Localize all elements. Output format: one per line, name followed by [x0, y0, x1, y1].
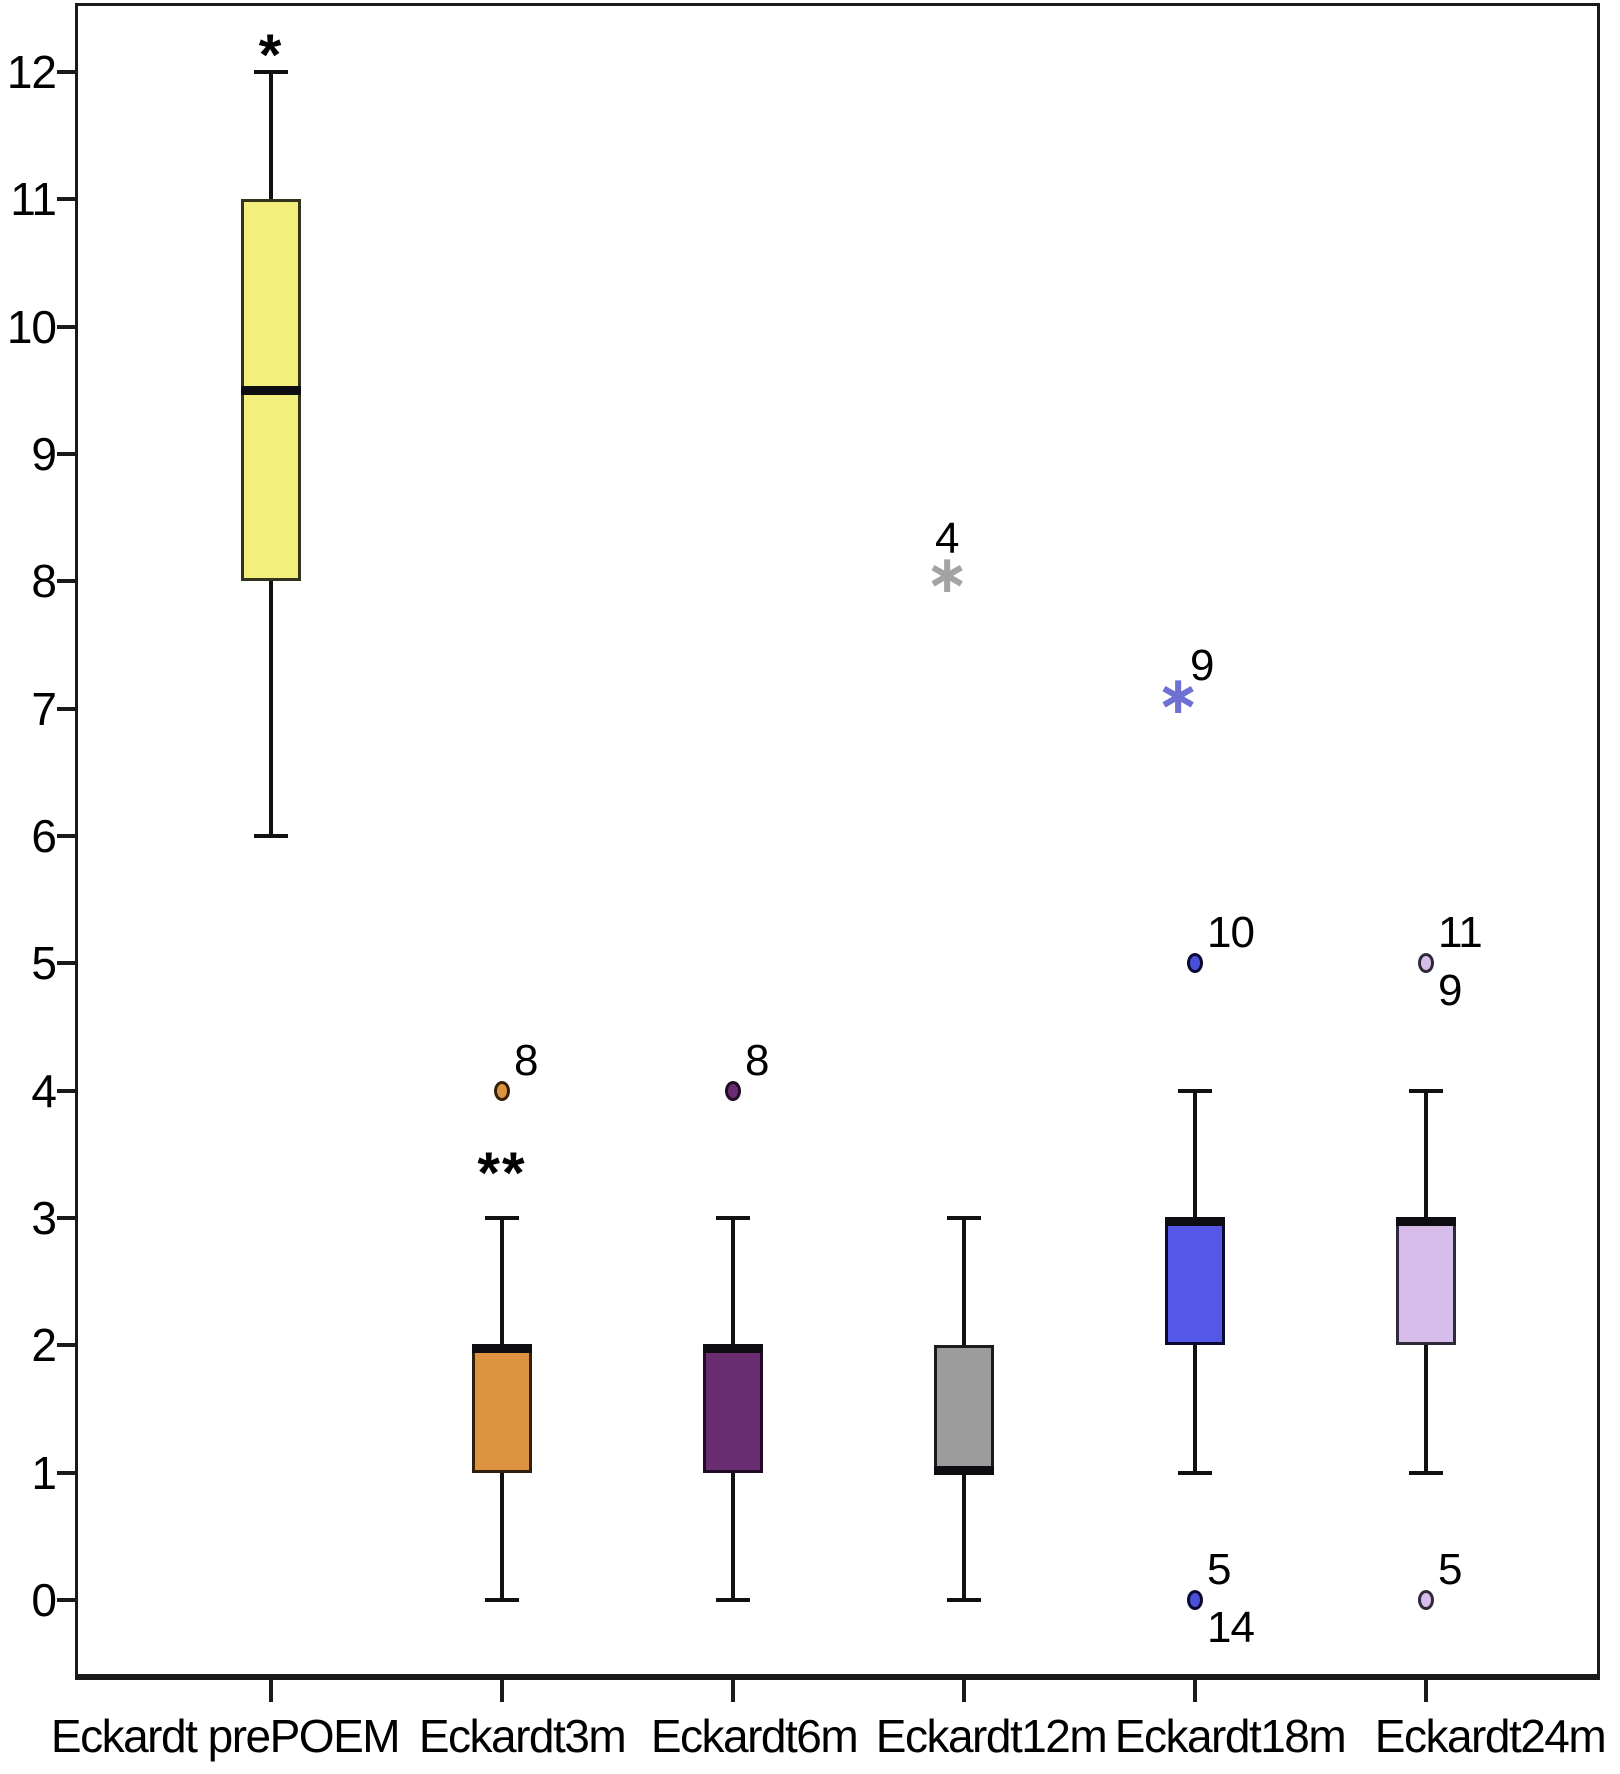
x-axis-tick	[1424, 1680, 1428, 1702]
y-axis-tick	[57, 452, 75, 457]
outlier-case-label: 14	[1207, 1603, 1255, 1652]
y-axis-tick-label: 5	[31, 937, 57, 990]
median-line	[241, 385, 301, 395]
median-line	[472, 1344, 532, 1354]
y-axis-tick-label: 10	[6, 300, 57, 353]
median-line	[934, 1465, 994, 1475]
whisker-cap	[254, 834, 288, 839]
outlier-case-label: 8	[514, 1035, 539, 1085]
x-axis-category-label: Eckardt6m	[650, 1710, 859, 1762]
box-eckardt24m	[1396, 1218, 1456, 1346]
box-eckardt3m	[472, 1345, 532, 1473]
y-axis-tick	[57, 1598, 75, 1602]
y-axis-tick	[57, 70, 75, 75]
y-axis-tick-label: 6	[31, 810, 57, 863]
x-axis-category-label: Eckardt prePOEM	[50, 1710, 401, 1762]
y-axis-tick-label: 9	[31, 428, 57, 481]
whisker-cap	[716, 1216, 750, 1220]
outlier-case-label: 5	[1207, 1545, 1232, 1594]
x-axis-category-label: Eckardt3m	[418, 1710, 627, 1762]
median-line	[703, 1344, 763, 1354]
y-axis-tick-label: 0	[31, 1574, 57, 1626]
y-axis-tick-label: 11	[10, 173, 57, 226]
plot-frame-border	[75, 3, 1600, 1680]
whisker-cap	[485, 1216, 519, 1220]
outlier-circle-marker	[1418, 1590, 1434, 1610]
y-axis-tick	[57, 1216, 75, 1220]
outlier-star-marker: ∗	[1156, 666, 1200, 725]
outlier-circle-marker	[1418, 953, 1434, 974]
outlier-case-label: 4	[935, 513, 960, 563]
x-axis-category-label: Eckardt12m	[875, 1710, 1108, 1762]
outlier-case-label: 10	[1207, 908, 1255, 958]
significance-annotation: *	[258, 22, 284, 88]
y-axis-tick-label: 3	[31, 1192, 57, 1244]
outlier-circle-marker	[725, 1080, 741, 1101]
y-axis-tick	[57, 961, 75, 966]
whisker-cap	[1178, 1470, 1212, 1475]
significance-annotation: **	[477, 1140, 527, 1206]
outlier-circle-marker	[1187, 1590, 1203, 1610]
y-axis-tick	[57, 324, 75, 329]
x-axis-category-label: Eckardt18m	[1114, 1710, 1347, 1762]
y-axis-tick-label: 1	[31, 1446, 57, 1499]
y-axis-tick	[57, 197, 75, 202]
x-axis-tick	[500, 1680, 504, 1702]
whisker-cap	[947, 1216, 981, 1220]
x-axis-tick	[1193, 1680, 1197, 1702]
x-axis-tick	[962, 1680, 966, 1702]
y-axis-tick	[57, 579, 75, 584]
y-axis-tick-label: 2	[31, 1319, 57, 1372]
y-axis-tick	[57, 1470, 75, 1475]
y-axis-tick	[57, 834, 75, 839]
box-eckardt6m	[703, 1345, 763, 1473]
outlier-circle-marker	[494, 1080, 510, 1101]
median-line	[1165, 1217, 1225, 1226]
whisker-cap	[716, 1598, 750, 1602]
whisker-cap	[1409, 1470, 1443, 1475]
y-axis-tick-label: 8	[31, 555, 57, 608]
whisker-cap	[1178, 1088, 1212, 1093]
y-axis-tick-label: 4	[31, 1064, 57, 1117]
outlier-case-label: 5	[1438, 1545, 1463, 1594]
outlier-case-label: 9	[1438, 966, 1463, 1016]
outlier-circle-marker	[1187, 953, 1203, 974]
x-axis-tick	[731, 1680, 735, 1702]
outlier-case-label: 11	[1438, 908, 1483, 958]
median-line	[1396, 1217, 1456, 1226]
whisker-cap	[254, 70, 288, 75]
y-axis-tick-label: 12	[6, 46, 57, 99]
y-axis-tick	[57, 706, 75, 711]
y-axis-tick	[57, 1088, 75, 1093]
outlier-case-label: 8	[745, 1035, 770, 1085]
y-axis-tick-label: 7	[31, 682, 57, 735]
whisker-cap	[485, 1598, 519, 1602]
outlier-case-label: 9	[1190, 640, 1215, 690]
outlier-star-marker: ∗	[925, 545, 969, 604]
x-axis-category-label: Eckardt24m	[1374, 1710, 1607, 1762]
y-axis-tick	[57, 1343, 75, 1348]
box-eckardt12m	[934, 1345, 994, 1473]
box-eckardt18m	[1165, 1218, 1225, 1346]
whisker-cap	[947, 1598, 981, 1602]
whisker-cap	[1409, 1088, 1443, 1093]
x-axis-tick	[269, 1680, 273, 1702]
